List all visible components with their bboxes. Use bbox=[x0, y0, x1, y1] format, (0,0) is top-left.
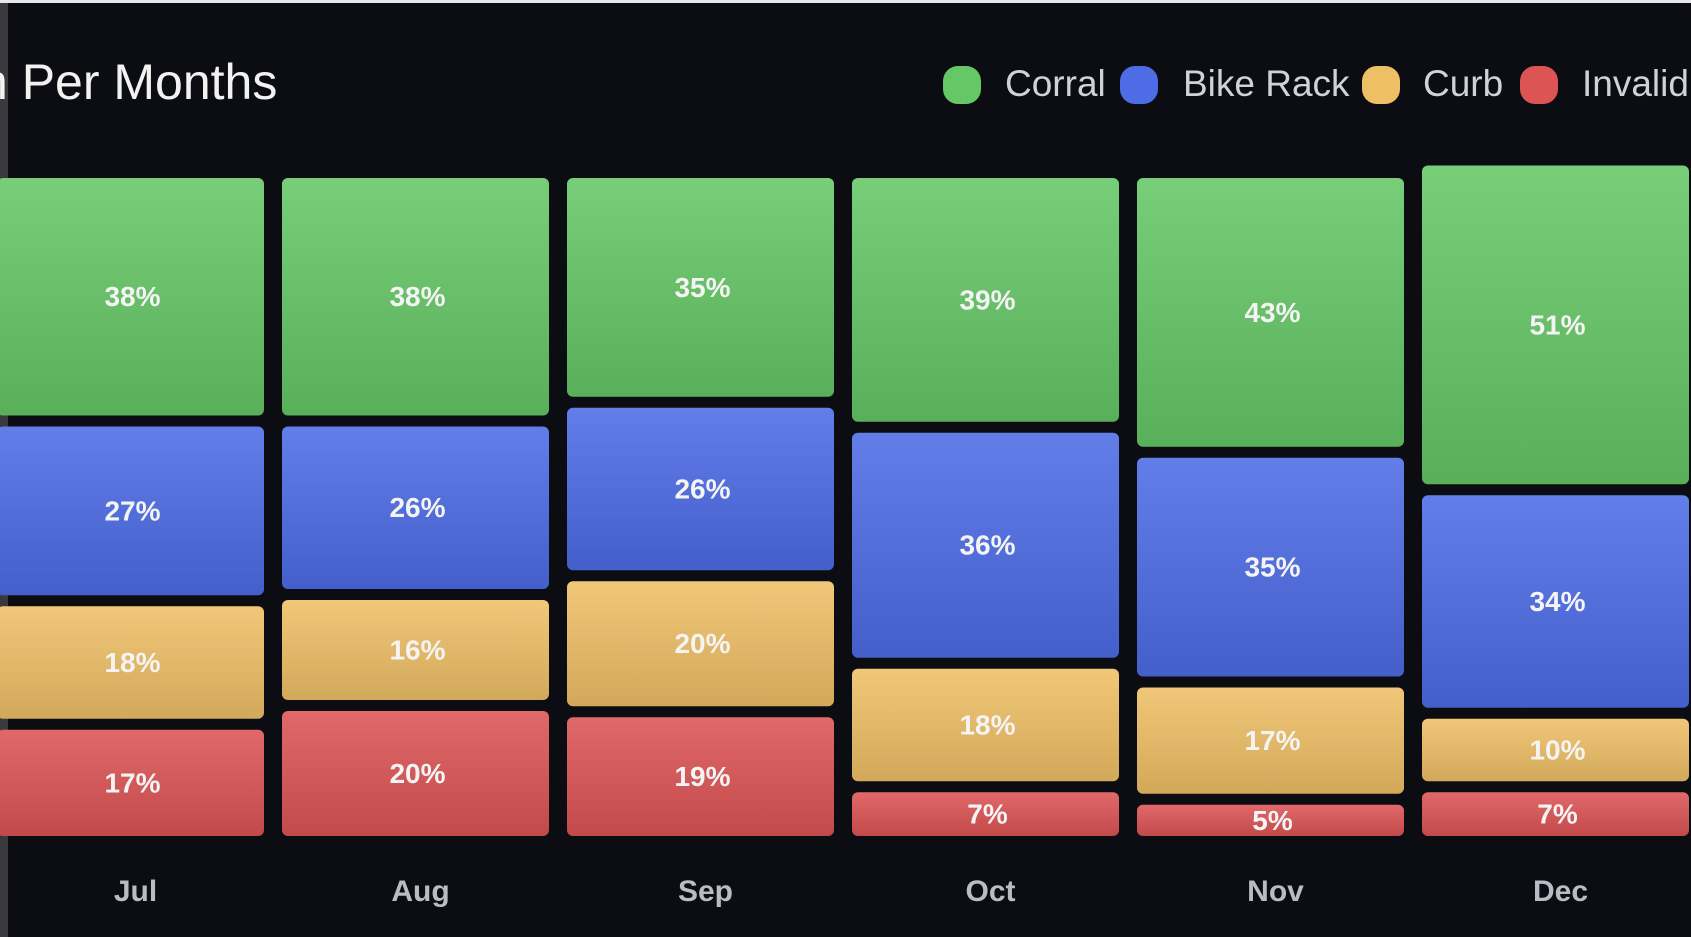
data-label: 20% bbox=[674, 628, 730, 659]
data-label: 5% bbox=[1252, 805, 1293, 836]
data-label: 18% bbox=[959, 709, 1015, 740]
x-tick-label: Dec bbox=[1533, 875, 1588, 908]
legend-label: Bike Rack bbox=[1183, 63, 1350, 104]
bar-shade bbox=[1137, 804, 1404, 836]
bar-shade bbox=[1422, 165, 1689, 485]
bar-shade bbox=[0, 178, 264, 416]
bar-shade bbox=[1422, 718, 1689, 782]
screen-edge-top bbox=[0, 0, 1691, 3]
bar-shade bbox=[1422, 792, 1689, 836]
data-label: 26% bbox=[674, 473, 730, 504]
bar-shade bbox=[1422, 495, 1689, 708]
bar-shade bbox=[567, 178, 834, 397]
bar-shade bbox=[282, 426, 549, 589]
legend-swatch bbox=[1120, 66, 1158, 104]
data-label: 39% bbox=[959, 284, 1015, 315]
data-label: 10% bbox=[1529, 734, 1585, 765]
bar-shade bbox=[852, 178, 1119, 422]
bar-shade bbox=[282, 178, 549, 416]
x-tick-label: Sep bbox=[678, 875, 733, 908]
bar-shade bbox=[0, 426, 264, 596]
bar-shade bbox=[0, 729, 264, 836]
legend-swatch bbox=[1520, 66, 1558, 104]
data-label: 38% bbox=[104, 281, 160, 312]
bar-shade bbox=[1137, 457, 1404, 677]
bar-shade bbox=[0, 606, 264, 719]
legend-swatch bbox=[1362, 66, 1400, 104]
data-label: 26% bbox=[389, 492, 445, 523]
plot: 17% 18% 27% 38% Jul 20% 16% 26% 38% Aug 19% 20% 26% 3… bbox=[0, 165, 1689, 908]
bar-shade bbox=[1137, 178, 1404, 447]
bar-shade bbox=[567, 407, 834, 571]
data-label: 17% bbox=[104, 767, 160, 798]
data-label: 34% bbox=[1529, 586, 1585, 617]
data-label: 20% bbox=[389, 758, 445, 789]
bar-shade bbox=[852, 668, 1119, 782]
data-label: 51% bbox=[1529, 309, 1585, 340]
legend-swatch bbox=[943, 66, 981, 104]
data-label: 36% bbox=[959, 530, 1015, 561]
data-label: 43% bbox=[1244, 297, 1300, 328]
data-label: 38% bbox=[389, 281, 445, 312]
x-tick-label: Jul bbox=[114, 875, 157, 908]
x-tick-label: Oct bbox=[965, 875, 1015, 908]
bar-shade bbox=[567, 581, 834, 707]
data-label: 35% bbox=[674, 272, 730, 303]
data-label: 27% bbox=[104, 495, 160, 526]
bar-shade bbox=[852, 792, 1119, 836]
x-tick-label: Aug bbox=[391, 875, 449, 908]
data-label: 7% bbox=[1537, 799, 1578, 830]
bar-shade bbox=[567, 717, 834, 836]
legend-label: Curb bbox=[1423, 63, 1503, 104]
data-label: 18% bbox=[104, 647, 160, 678]
data-label: 7% bbox=[967, 799, 1008, 830]
data-label: 35% bbox=[1244, 552, 1300, 583]
data-label: 19% bbox=[674, 761, 730, 792]
bar-shade bbox=[282, 711, 549, 836]
bar-shade bbox=[852, 432, 1119, 658]
bar-shade bbox=[282, 600, 549, 700]
data-label: 16% bbox=[389, 634, 445, 665]
data-label: 17% bbox=[1244, 725, 1300, 756]
legend-label: Invalid bbox=[1582, 63, 1689, 104]
legend-label: Corral bbox=[1005, 63, 1106, 104]
x-tick-label: Nov bbox=[1247, 875, 1304, 908]
chart-title: n Per Months bbox=[0, 54, 277, 110]
legend: Corral Bike Rack Curb Invalid bbox=[943, 63, 1689, 104]
bar-shade bbox=[1137, 687, 1404, 794]
